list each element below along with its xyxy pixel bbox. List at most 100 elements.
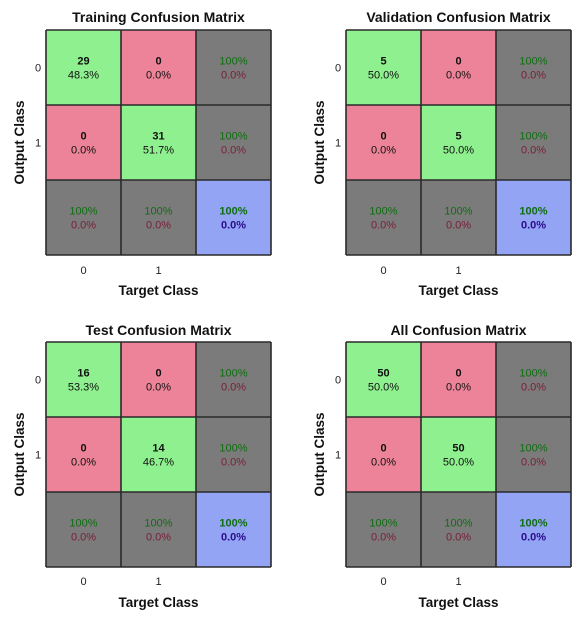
x-tick-label: 0 <box>380 576 386 588</box>
y-tick-label: 0 <box>35 375 41 387</box>
matrix-cell-incorrect: 0 0.0% <box>46 105 121 180</box>
cell-value: 100% <box>219 56 247 68</box>
x-tick-label: 0 <box>80 576 86 588</box>
cell-percent: 0.0% <box>371 145 396 157</box>
matrix-cell-correct-bg <box>46 30 121 105</box>
cell-percent: 0.0% <box>521 457 546 469</box>
row-summary-cell: 100% 0.0% <box>196 105 271 180</box>
column-summary-cell-bg <box>346 180 421 255</box>
y-tick-label: 1 <box>335 450 341 462</box>
overall-summary-cell: 100% 0.0% <box>196 180 271 255</box>
row-summary-cell-bg <box>496 105 571 180</box>
overall-summary-cell-bg <box>196 492 271 567</box>
column-summary-cell-bg <box>46 492 121 567</box>
x-tick-label: 1 <box>455 576 461 588</box>
cell-percent: 0.0% <box>371 457 396 469</box>
cell-value: 0 <box>155 56 161 68</box>
cell-percent: 0.0% <box>371 532 396 544</box>
cell-value: 0 <box>380 443 386 455</box>
matrix-cell-correct: 29 48.3% <box>46 30 121 105</box>
cell-percent: 0.0% <box>521 382 546 394</box>
overall-summary-cell: 100% 0.0% <box>496 180 571 255</box>
cell-value: 100% <box>519 206 547 218</box>
cell-value: 100% <box>69 206 97 218</box>
cell-value: 100% <box>519 443 547 455</box>
confusion-matrix-panel: Training Confusion Matrix2948.3%00.0%100… <box>12 9 272 298</box>
cell-percent: 0.0% <box>221 382 246 394</box>
cell-percent: 50.0% <box>368 382 399 394</box>
matrix-cell-correct-bg <box>346 30 421 105</box>
cell-percent: 0.0% <box>446 70 471 82</box>
cell-value: 31 <box>152 131 164 143</box>
matrix-cell-incorrect: 0 0.0% <box>346 417 421 492</box>
cell-percent: 0.0% <box>371 220 396 232</box>
cell-percent: 0.0% <box>446 532 471 544</box>
matrix-cell-correct: 50 50.0% <box>421 417 496 492</box>
cell-value: 100% <box>519 131 547 143</box>
matrix-cell-correct-bg <box>46 342 121 417</box>
cell-value: 0 <box>80 131 86 143</box>
cell-percent: 48.3% <box>68 70 99 82</box>
row-summary-cell: 100% 0.0% <box>196 342 271 417</box>
matrix-cell-incorrect: 0 0.0% <box>121 30 196 105</box>
matrix-cell-correct-bg <box>421 105 496 180</box>
cell-value: 100% <box>219 368 247 380</box>
confusion-matrix-panel: All Confusion Matrix 50 50.0% 0 0.0% 100% 0.0%… <box>312 322 572 610</box>
cell-percent: 53.3% <box>68 382 99 394</box>
cell-percent: 0.0% <box>521 532 546 544</box>
cell-percent: 0.0% <box>521 70 546 82</box>
matrix-cell-incorrect-bg <box>46 105 121 180</box>
row-summary-cell-bg <box>196 105 271 180</box>
overall-summary-cell: 100% 0.0% <box>496 492 571 567</box>
y-tick-label: 0 <box>335 375 341 387</box>
matrix-cell-incorrect-bg <box>421 342 496 417</box>
cell-percent: 0.0% <box>71 532 96 544</box>
chart-title: All Confusion Matrix <box>390 322 526 338</box>
row-summary-cell: 100% 0.0% <box>496 105 571 180</box>
chart-title: Test Confusion Matrix <box>86 322 232 338</box>
matrix-cell-incorrect-bg <box>121 342 196 417</box>
cell-percent: 0.0% <box>521 145 546 157</box>
y-tick-label: 1 <box>35 450 41 462</box>
column-summary-cell: 100% 0.0% <box>46 180 121 255</box>
y-axis-label: Output Class <box>312 412 327 496</box>
matrix-cell-correct-bg <box>121 105 196 180</box>
x-tick-label: 0 <box>380 265 386 277</box>
cell-value: 100% <box>144 518 172 530</box>
y-tick-label: 0 <box>335 63 341 75</box>
cell-percent: 51.7% <box>143 145 174 157</box>
matrix-cell-incorrect: 0 0.0% <box>121 342 196 417</box>
cell-value: 100% <box>444 518 472 530</box>
column-summary-cell-bg <box>121 180 196 255</box>
row-summary-cell: 100% 0.0% <box>196 30 271 105</box>
cell-value: 5 <box>380 56 386 68</box>
cell-value: 0 <box>80 443 86 455</box>
cell-value: 100% <box>369 206 397 218</box>
chart-title: Validation Confusion Matrix <box>366 9 551 25</box>
cell-percent: 0.0% <box>446 220 471 232</box>
row-summary-cell-bg <box>196 417 271 492</box>
column-summary-cell: 100% 0.0% <box>346 492 421 567</box>
cell-percent: 0.0% <box>146 532 171 544</box>
cell-value: 100% <box>519 368 547 380</box>
cell-percent: 0.0% <box>221 145 246 157</box>
row-summary-cell: 100% 0.0% <box>496 342 571 417</box>
matrix-cell-correct: 14 46.7% <box>121 417 196 492</box>
cell-percent: 0.0% <box>446 382 471 394</box>
chart-title: Training Confusion Matrix <box>72 9 245 25</box>
x-axis-label: Target Class <box>118 283 198 298</box>
y-axis-label: Output Class <box>12 100 27 184</box>
matrix-cell-incorrect-bg <box>46 417 121 492</box>
y-tick-label: 1 <box>35 138 41 150</box>
y-tick-label: 0 <box>35 63 41 75</box>
column-summary-cell: 100% 0.0% <box>421 180 496 255</box>
matrix-cell-correct-bg <box>421 417 496 492</box>
matrix-cell-correct: 31 51.7% <box>121 105 196 180</box>
cell-value: 100% <box>69 518 97 530</box>
cell-value: 100% <box>219 518 247 530</box>
cell-value: 100% <box>144 206 172 218</box>
matrix-cell-incorrect: 0 0.0% <box>421 30 496 105</box>
cell-percent: 50.0% <box>443 145 474 157</box>
row-summary-cell-bg <box>496 417 571 492</box>
confusion-matrix-panel: Test Confusion Matrix 16 53.3% 0 0.0% 100% 0.0… <box>12 322 272 610</box>
